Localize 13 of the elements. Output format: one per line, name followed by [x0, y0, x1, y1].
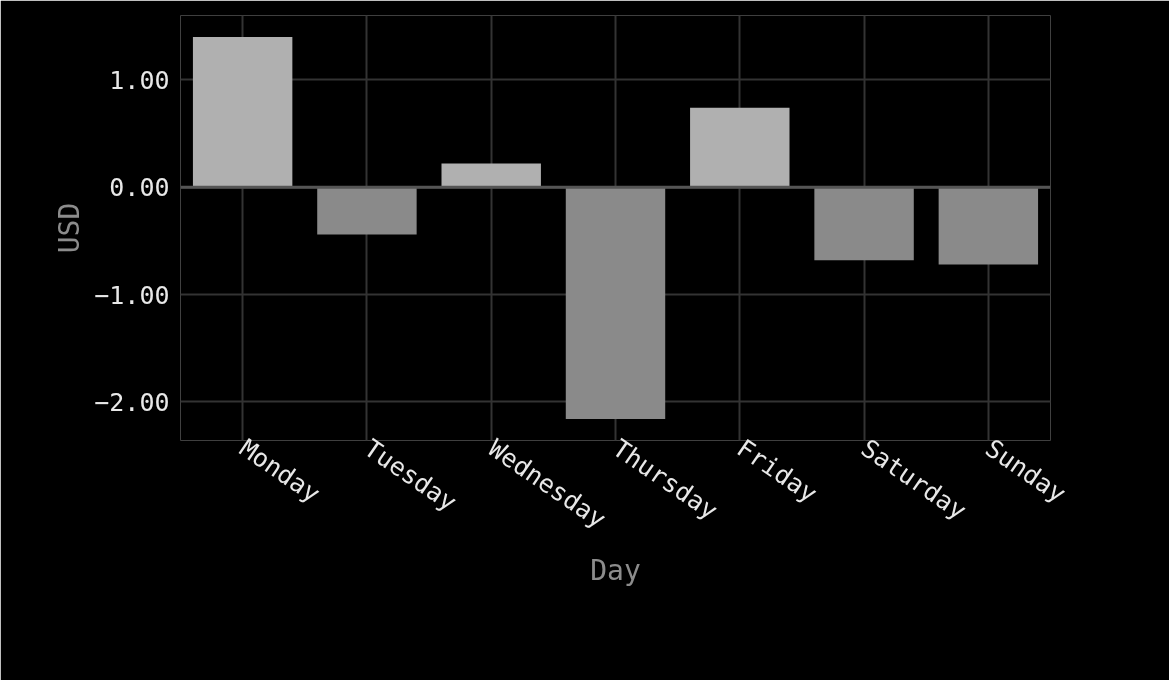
- bar: [192, 36, 293, 188]
- y-tick-label: 0.00: [109, 173, 170, 203]
- x-axis-title: Day: [590, 553, 641, 587]
- bar: [441, 163, 541, 188]
- bar: [938, 187, 1039, 265]
- bar: [690, 107, 790, 188]
- y-tick-label: −1.00: [94, 280, 170, 310]
- y-tick-label: −2.00: [94, 387, 170, 417]
- y-axis-title: USD: [53, 202, 87, 254]
- y-tick-label: 1.00: [109, 65, 170, 95]
- bar: [565, 187, 666, 420]
- bar: [317, 187, 417, 235]
- bar: [814, 187, 914, 261]
